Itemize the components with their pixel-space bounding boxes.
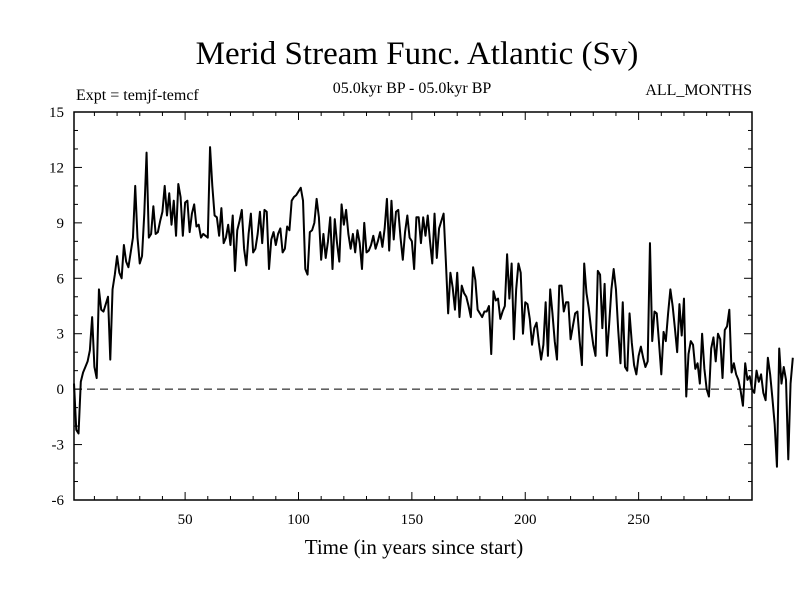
- x-axis-label: Time (in years since start): [305, 535, 524, 559]
- y-tick-label: 9: [57, 216, 65, 232]
- plot-frame: [73, 111, 753, 501]
- subtitle-right: ALL_MONTHS: [645, 82, 752, 99]
- y-tick-label: -6: [52, 493, 65, 509]
- y-tick-label: -3: [52, 438, 65, 454]
- series-line: [73, 146, 794, 468]
- x-tick-label: 200: [514, 512, 537, 528]
- x-tick-label: 150: [401, 512, 424, 528]
- y-tick-label: 3: [57, 327, 65, 343]
- y-tick-label: 6: [57, 271, 65, 287]
- chart-title: Merid Stream Func. Atlantic (Sv): [196, 36, 639, 72]
- y-tick-label: 0: [57, 382, 65, 398]
- x-tick-label: 100: [287, 512, 310, 528]
- axes: -6 -3 0 3 6 9 12 15 50 100 150 200 250: [49, 105, 794, 528]
- x-tick-label: 50: [178, 512, 193, 528]
- x-tick-label: 250: [627, 512, 650, 528]
- y-tick-label: 12: [49, 160, 64, 176]
- y-tick-label: 15: [49, 105, 64, 121]
- subtitle-center: 05.0kyr BP - 05.0kyr BP: [333, 80, 492, 97]
- subtitle-left: Expt = temjf-temcf: [76, 87, 199, 104]
